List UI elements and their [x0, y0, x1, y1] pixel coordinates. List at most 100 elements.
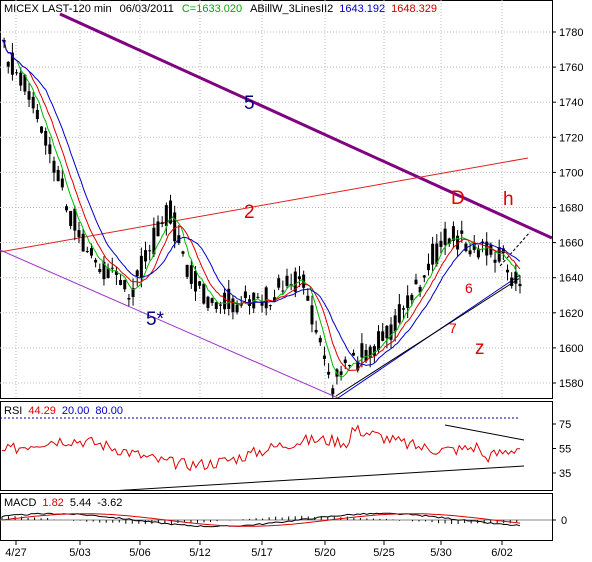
price-body [144, 250, 148, 262]
annotation-z: z [475, 338, 485, 359]
price-body [364, 349, 368, 361]
rsi-lower-value: 20.00 [62, 405, 90, 417]
price-body [310, 305, 314, 325]
price-body [264, 287, 268, 309]
trendline-5 [59, 12, 552, 240]
trendline-7-black [335, 277, 521, 397]
price-body [331, 388, 335, 395]
price-body [489, 245, 493, 255]
date-tick-label: 5/17 [251, 547, 272, 559]
price-body [106, 268, 110, 279]
price-panel-frame [0, 0, 553, 399]
price-body [422, 275, 426, 278]
trendline-5-star [0, 249, 339, 398]
price-body [372, 346, 376, 356]
price-body [223, 292, 227, 310]
price-body [123, 280, 127, 290]
price-tick-label: 1680 [559, 203, 583, 215]
rsi-label: RSI [4, 405, 22, 417]
price-body [343, 359, 347, 364]
price-tick-label: 1780 [559, 27, 583, 39]
trendline-h [499, 231, 531, 267]
rsi-trendline-top [444, 424, 525, 441]
price-tick-label: 1640 [559, 273, 583, 285]
price-body [327, 371, 331, 375]
annotation-two: 2 [244, 202, 255, 223]
price-body [464, 243, 468, 251]
price-body [193, 271, 197, 292]
price-body [481, 241, 485, 244]
annotation-h: h [503, 189, 514, 210]
price-body [85, 251, 89, 253]
price-body [231, 298, 235, 313]
price-tick-label: 1740 [559, 97, 583, 109]
price-body [260, 302, 264, 306]
price-body [293, 271, 297, 292]
macd-tick-label: 0 [561, 515, 567, 527]
price-body [48, 144, 52, 155]
price-body [64, 206, 68, 211]
price-axis: 1580 1600 1620 1640 1660 1680 1700 1720 1740 1760… [552, 27, 583, 390]
price-body [377, 331, 381, 350]
rsi-tick-label: 75 [559, 419, 571, 431]
annotation-seven: 7 [449, 320, 457, 336]
price-body [198, 281, 202, 286]
header-value2: 1648.329 [391, 3, 437, 15]
price-body [385, 325, 389, 339]
price-body [98, 269, 102, 272]
price-body [152, 227, 156, 255]
price-body [472, 242, 476, 250]
price-body [102, 261, 106, 280]
price-series [1, 37, 522, 398]
price-tick-label: 1660 [559, 238, 583, 250]
price-tick-label: 1600 [559, 343, 583, 355]
price-body [69, 210, 73, 227]
header-date: 06/03/2011 [120, 3, 174, 15]
price-body [164, 205, 168, 227]
price-body [89, 248, 93, 256]
price-body [6, 61, 10, 67]
price-grid [0, 0, 552, 398]
date-axis: 4/27 5/03 5/06 5/12 5/17 5/20 5/25 5/30 6/02 [5, 540, 513, 559]
rsi-line [1, 424, 521, 472]
price-body [451, 226, 455, 241]
price-body [435, 243, 439, 264]
price-body [318, 337, 322, 343]
price-body [439, 240, 443, 247]
price-body [460, 230, 464, 234]
date-tick-label: 5/30 [430, 547, 451, 559]
price-body [160, 222, 164, 224]
annotation-five-star: 5* [146, 309, 165, 330]
date-tick-label: 5/25 [373, 547, 394, 559]
price-body [352, 352, 356, 356]
price-body [235, 304, 239, 313]
price-body [31, 96, 35, 109]
macd-value-2: 5.44 [70, 497, 91, 509]
price-body [356, 361, 360, 371]
annotation-six: 6 [465, 280, 473, 296]
price-body [414, 279, 418, 285]
price-body [397, 304, 401, 323]
price-body [73, 208, 77, 231]
price-body [169, 200, 173, 224]
price-body [94, 259, 98, 263]
price-body [40, 126, 44, 133]
price-body [173, 212, 177, 242]
price-body [410, 294, 414, 301]
price-body [518, 283, 522, 287]
price-body [206, 296, 210, 309]
price-body [431, 243, 435, 265]
price-body [381, 331, 385, 341]
macd-signal-line [1, 513, 521, 527]
price-body [185, 264, 189, 277]
price-body [181, 251, 185, 254]
macd-axis: 0 [552, 515, 567, 527]
macd-value-3: -3.62 [97, 497, 122, 509]
price-body [485, 241, 489, 256]
price-body [510, 277, 514, 287]
macd-panel-frame [0, 493, 553, 541]
rsi-panel-frame [0, 401, 553, 491]
